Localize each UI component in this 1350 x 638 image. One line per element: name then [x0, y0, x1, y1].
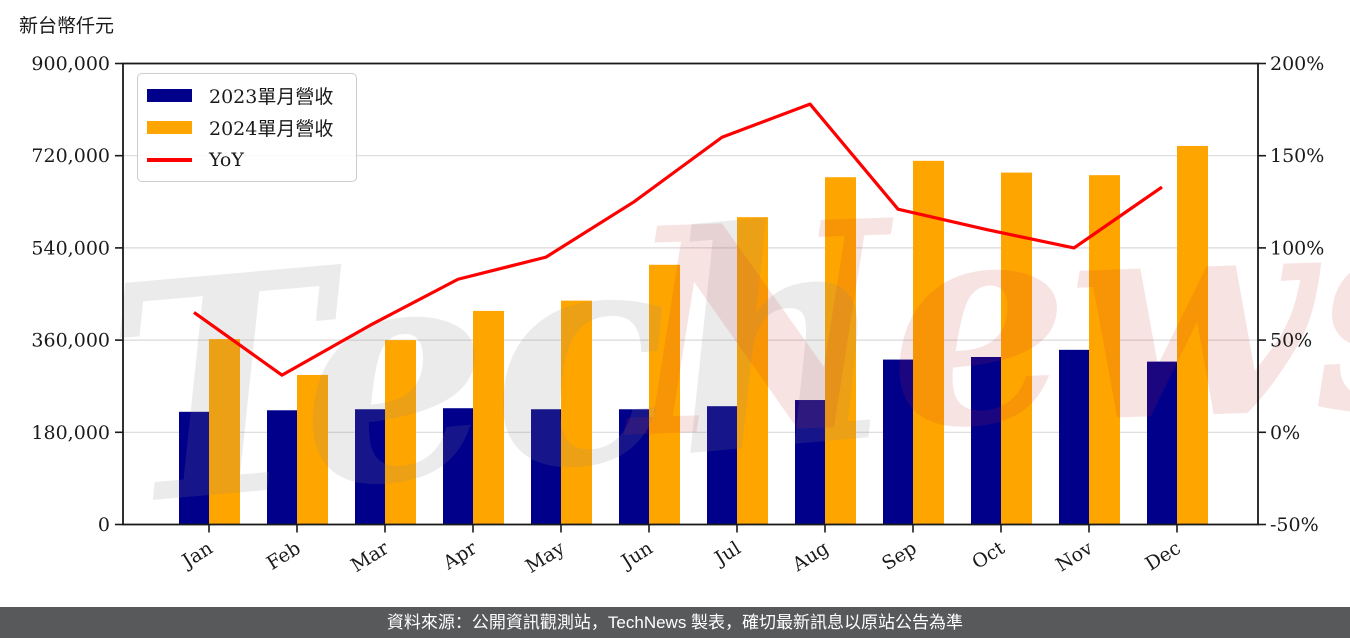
bar-2023-jul: [707, 406, 737, 525]
bar-2024-dec: [1177, 145, 1208, 525]
bar-2023-jan: [179, 411, 209, 525]
bar-2023-feb: [267, 410, 297, 525]
bar-2023-apr: [443, 408, 473, 525]
bar-2024-jan: [209, 339, 240, 525]
right-axis-tick-label: 200%: [1270, 53, 1324, 75]
source-footer: 資料來源：公開資訊觀測站，TechNews 製表，確切最新訊息以原站公告為準: [0, 607, 1350, 638]
bar-2024-jul: [737, 217, 768, 525]
legend-label-2024: 2024單月營收: [209, 118, 334, 140]
legend-swatch-2023: [147, 89, 192, 102]
x-tick-label-jan: Jan: [177, 537, 217, 573]
bar-2024-jun: [649, 264, 680, 525]
bar-2024-apr: [473, 310, 504, 525]
x-tick-label-aug: Aug: [788, 537, 833, 576]
bar-2023-oct: [971, 357, 1001, 525]
bar-2024-feb: [297, 374, 328, 525]
legend-item-yoy: YoY: [147, 146, 346, 173]
bar-2023-nov: [1059, 349, 1089, 525]
bar-2024-mar: [385, 340, 416, 525]
left-axis-tick-label: 540,000: [31, 237, 110, 259]
bar-2024-aug: [825, 177, 856, 525]
bar-2024-may: [561, 300, 592, 525]
x-tick-label-mar: Mar: [347, 537, 393, 577]
bar-2023-sep: [883, 359, 913, 525]
right-axis-tick-label: 150%: [1270, 145, 1324, 167]
bar-2023-mar: [355, 409, 385, 525]
x-tick-label-oct: Oct: [968, 537, 1009, 574]
bar-2023-may: [531, 409, 561, 525]
right-axis-tick-label: 50%: [1270, 330, 1312, 352]
legend-item-2024: 2024單月營收: [147, 114, 346, 141]
left-axis-tick-label: 720,000: [31, 145, 110, 167]
x-tick-label-jul: Jul: [709, 537, 744, 570]
x-tick-label-may: May: [522, 537, 569, 578]
bar-2023-jun: [619, 409, 649, 525]
x-tick-label-sep: Sep: [878, 537, 921, 575]
right-axis-tick-label: -50%: [1270, 514, 1319, 536]
x-tick-label-feb: Feb: [263, 537, 305, 575]
legend-swatch-2024: [147, 121, 192, 134]
legend: 2023單月營收 2024單月營收 YoY: [137, 73, 357, 182]
left-axis-unit-label: 新台幣仟元: [19, 15, 115, 37]
bar-2024-sep: [913, 160, 944, 525]
legend-label-2023: 2023單月營收: [209, 86, 334, 108]
left-axis-tick-label: 180,000: [31, 422, 110, 444]
x-tick-label-jun: Jun: [616, 537, 657, 574]
yoy-line: [193, 102, 1163, 377]
left-axis-tick-label: 0: [98, 514, 110, 536]
plot-border: [122, 62, 1259, 526]
bar-2023-aug: [795, 400, 825, 525]
x-tick-label-nov: Nov: [1052, 537, 1097, 576]
x-tick-label-dec: Dec: [1142, 537, 1185, 575]
x-tick-label-apr: Apr: [438, 537, 481, 575]
legend-label-yoy: YoY: [209, 148, 244, 171]
left-axis-tick-label: 360,000: [31, 330, 110, 352]
right-axis-tick-label: 100%: [1270, 237, 1324, 259]
bar-2024-oct: [1001, 172, 1032, 525]
legend-swatch-yoy-line: [147, 157, 192, 162]
legend-item-2023: 2023單月營收: [147, 82, 346, 109]
left-axis-tick-label: 900,000: [31, 53, 110, 75]
right-axis-tick-label: 0%: [1270, 422, 1300, 444]
bar-2023-dec: [1147, 361, 1177, 525]
